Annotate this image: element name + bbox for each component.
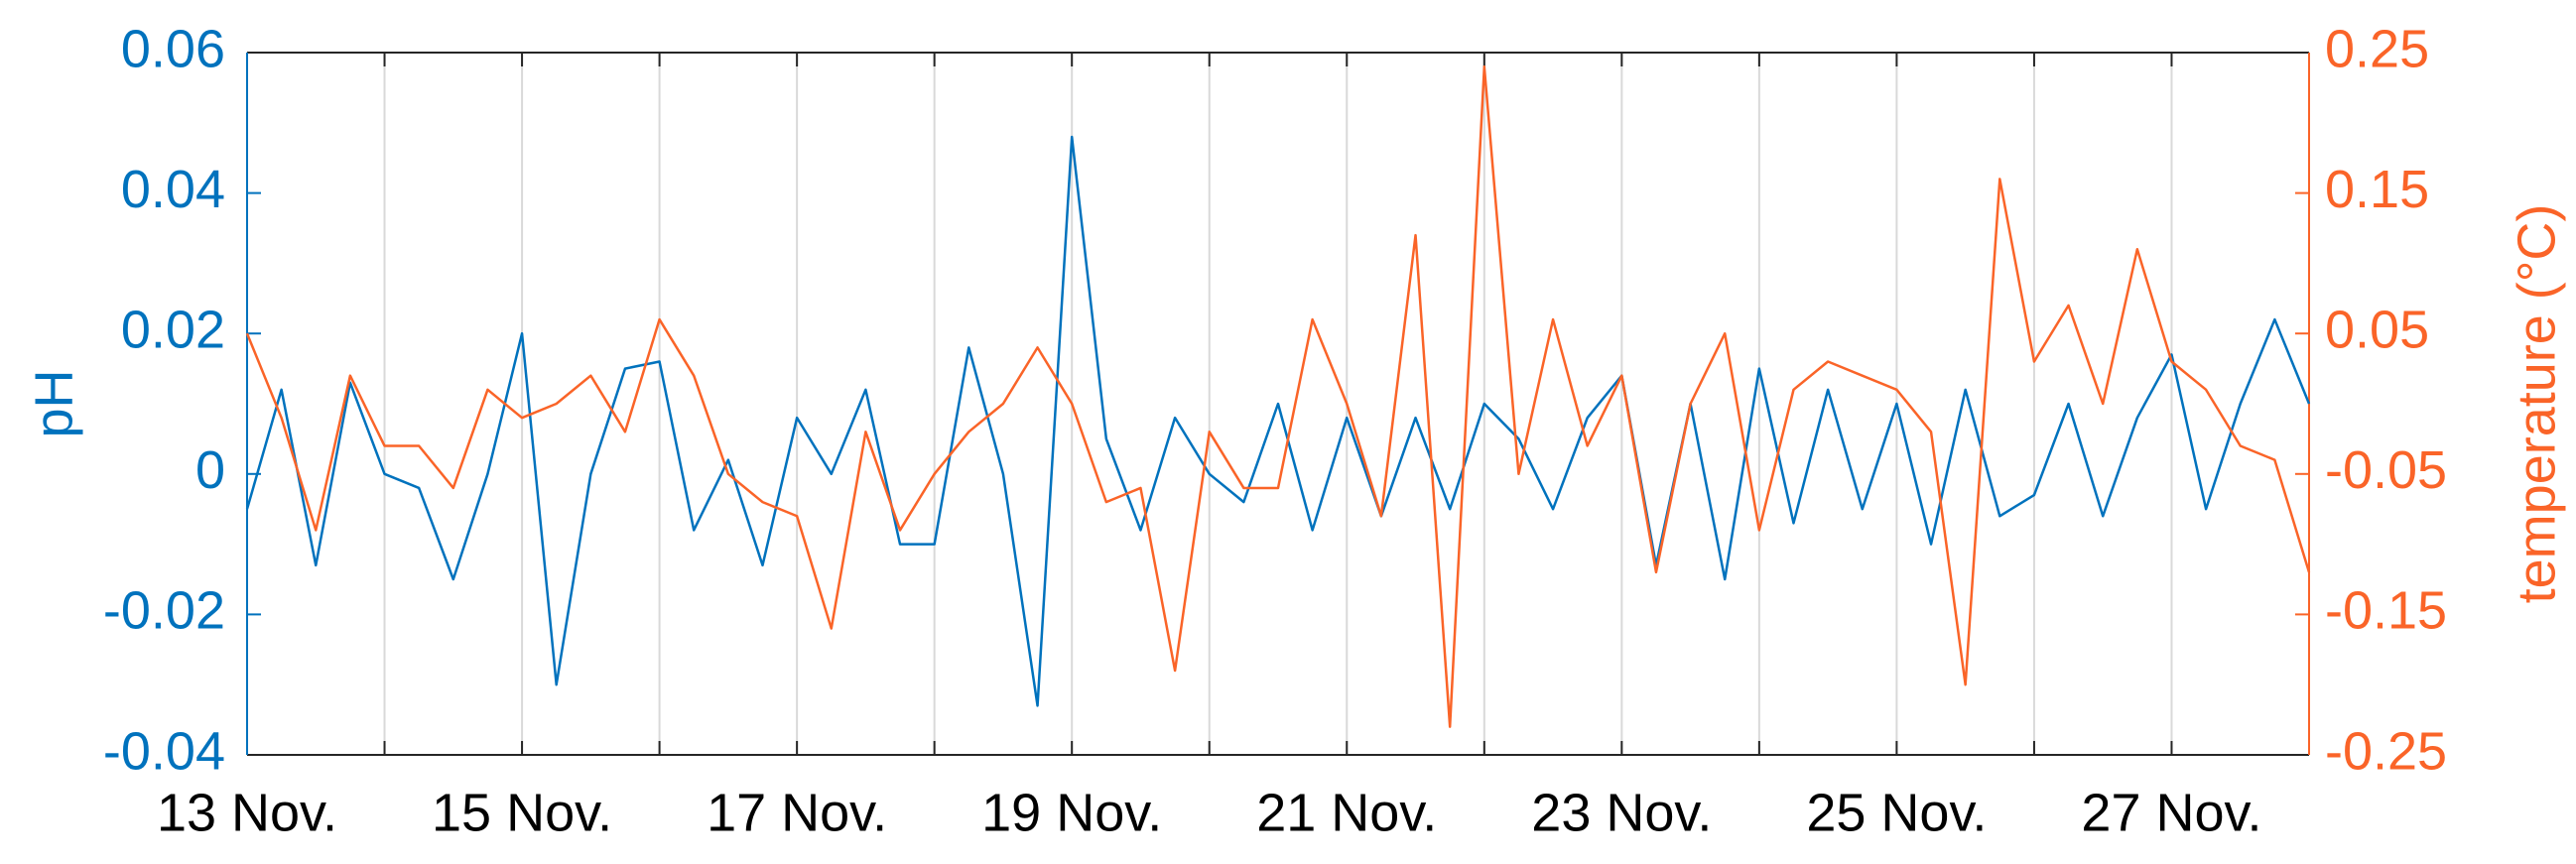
y2-tick-label: 0.15 xyxy=(2325,160,2429,219)
x-tick-label: 17 Nov. xyxy=(707,783,887,842)
y-tick-label: -0.02 xyxy=(103,581,225,641)
data-line xyxy=(245,135,2311,707)
y-tick-label: 0.02 xyxy=(121,300,225,359)
y2-axis-label: temperature (°C) xyxy=(2507,204,2566,604)
data-line xyxy=(245,64,2311,728)
x-tick-label: 21 Nov. xyxy=(1256,783,1437,842)
x-tick-label: 19 Nov. xyxy=(981,783,1162,842)
x-tick-label: 13 Nov. xyxy=(157,783,337,842)
y-tick-label: 0 xyxy=(195,440,225,500)
x-tick-label: 27 Nov. xyxy=(2081,783,2261,842)
x-tick-label: 25 Nov. xyxy=(1806,783,1987,842)
y-axis-label: pH xyxy=(24,369,83,437)
y2-tick-label: -0.25 xyxy=(2325,721,2447,781)
y2-tick-label: -0.05 xyxy=(2325,440,2447,500)
y-tick-label: -0.04 xyxy=(103,721,225,781)
y2-tick-label: 0.05 xyxy=(2325,300,2429,359)
y2-tick-label: -0.15 xyxy=(2325,581,2447,641)
y-tick-label: 0.06 xyxy=(121,19,225,78)
x-tick-label: 15 Nov. xyxy=(432,783,612,842)
y2-tick-label: 0.25 xyxy=(2325,19,2429,78)
y-tick-label: 0.04 xyxy=(121,160,225,219)
x-tick-label: 23 Nov. xyxy=(1531,783,1712,842)
